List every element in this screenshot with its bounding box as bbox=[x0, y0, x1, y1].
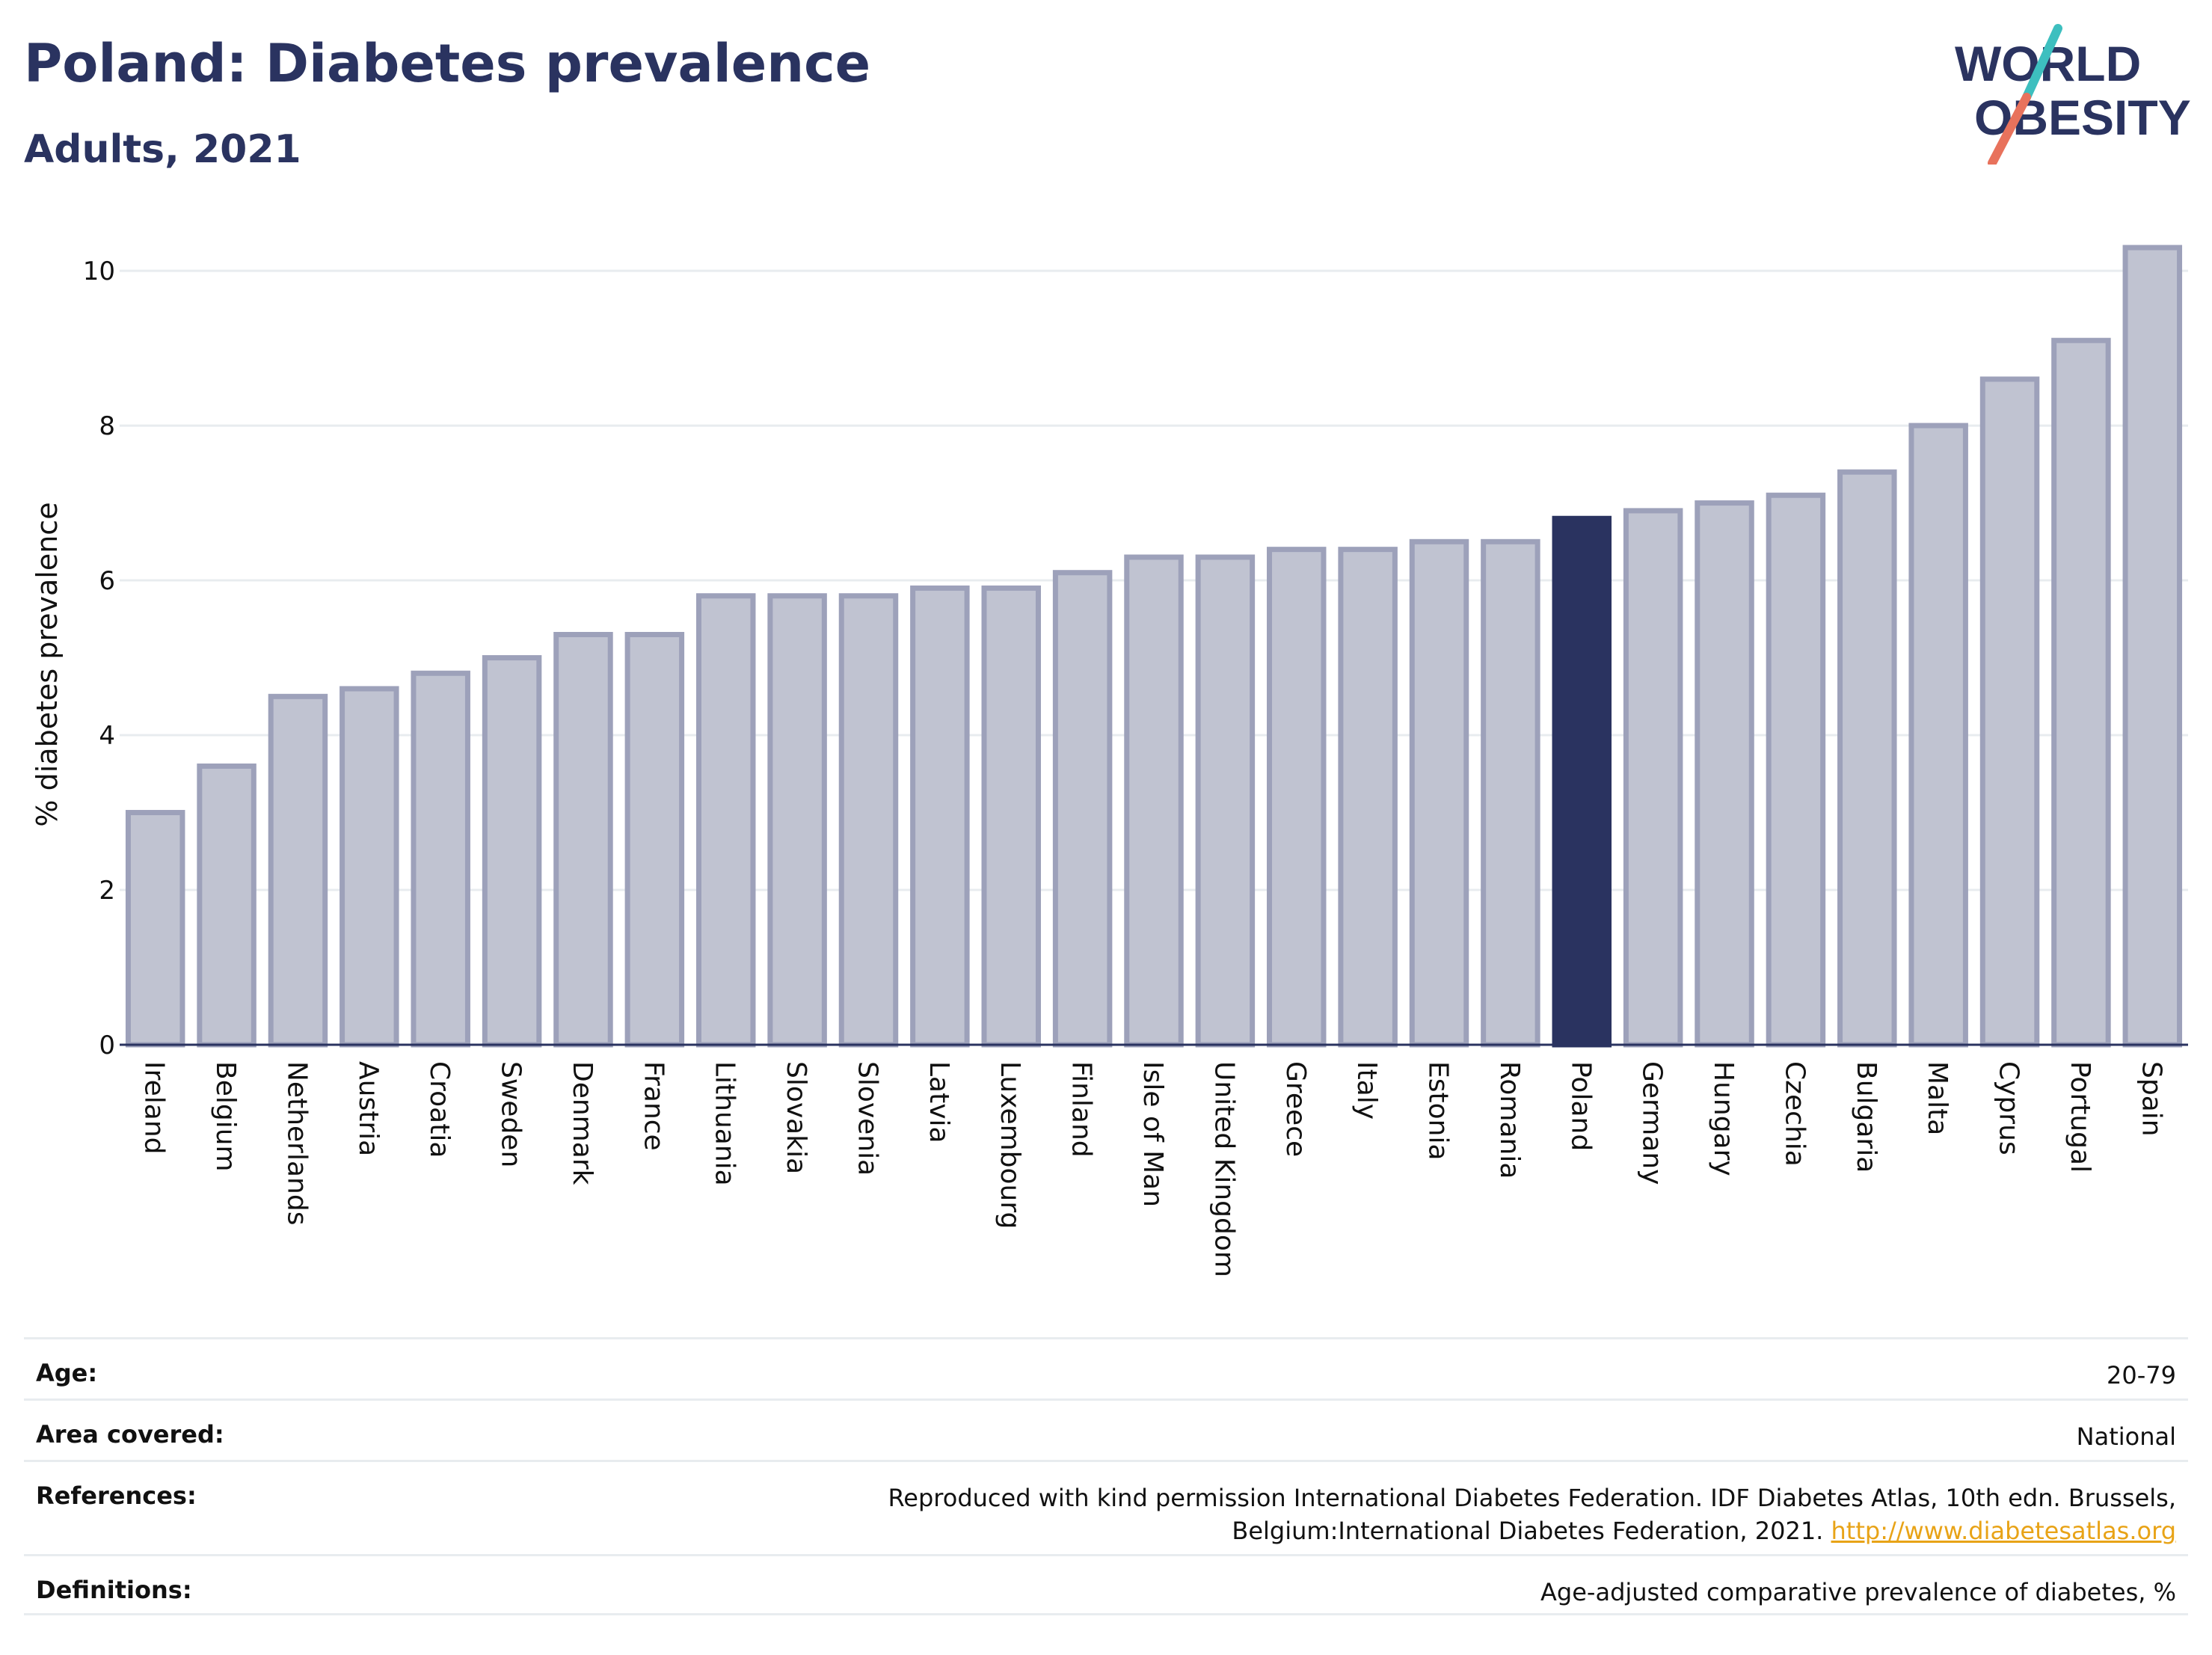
bar-cyprus bbox=[1979, 376, 2040, 1048]
bar-slovakia bbox=[767, 593, 827, 1048]
bar-ireland bbox=[125, 810, 185, 1048]
bar-poland bbox=[1552, 515, 1612, 1048]
x-tick-label: Luxembourg bbox=[995, 1061, 1025, 1229]
bar-austria bbox=[340, 686, 399, 1048]
x-tick-label: Isle of Man bbox=[1137, 1061, 1168, 1207]
chart-subtitle: Adults, 2021 bbox=[24, 127, 301, 172]
x-tick-label: Netherlands bbox=[281, 1061, 312, 1225]
bar-portugal bbox=[2051, 337, 2111, 1048]
bar-germany bbox=[1623, 508, 1683, 1048]
bar-finland bbox=[1052, 570, 1113, 1048]
bar-hungary bbox=[1695, 500, 1754, 1048]
x-tick-label: United Kingdom bbox=[1208, 1061, 1239, 1277]
definitions-value: Age-adjusted comparative prevalence of d… bbox=[1540, 1578, 2176, 1606]
bar-sweden bbox=[482, 655, 542, 1048]
world-obesity-logo: WORLD OBESITY bbox=[1955, 24, 2191, 165]
metadata-table: Age: 20-79 Area covered: National Refere… bbox=[24, 1337, 2188, 1615]
age-value: 20-79 bbox=[2107, 1361, 2176, 1390]
bar-netherlands bbox=[268, 693, 328, 1048]
bar-chart: 0 2 4 6 8 10 % diabetes prevalence Ireland Belgi… bbox=[31, 245, 2188, 1277]
references-text: Reproduced with kind permission Internat… bbox=[888, 1484, 2177, 1545]
bar-united-kingdom bbox=[1195, 554, 1256, 1048]
x-tick-label: Finland bbox=[1066, 1061, 1097, 1158]
x-tick-label: France bbox=[638, 1061, 669, 1151]
x-tick-label: Lithuania bbox=[710, 1061, 740, 1186]
x-tick-label: Bulgaria bbox=[1851, 1061, 1881, 1173]
x-tick-label: Belgium bbox=[210, 1061, 241, 1172]
x-tick-label: Ireland bbox=[139, 1061, 170, 1155]
meta-row-references: References: Reproduced with kind permiss… bbox=[24, 1460, 2188, 1554]
x-tick-label: Spain bbox=[2136, 1061, 2166, 1137]
bar-czechia bbox=[1766, 492, 1826, 1048]
meta-row-definitions: Definitions: Age-adjusted comparative pr… bbox=[24, 1554, 2188, 1615]
x-tick-label: Austria bbox=[353, 1061, 384, 1156]
bar-estonia bbox=[1409, 538, 1469, 1048]
y-tick-label: 2 bbox=[99, 876, 115, 906]
x-tick-label: Cyprus bbox=[1994, 1061, 2024, 1155]
y-tick-label: 4 bbox=[99, 721, 115, 751]
bar-isle-of-man bbox=[1124, 554, 1184, 1048]
meta-row-area: Area covered: National bbox=[24, 1398, 2188, 1460]
x-tick-label: Czechia bbox=[1779, 1061, 1810, 1167]
x-tick-label: Hungary bbox=[1708, 1061, 1739, 1176]
y-tick-label: 6 bbox=[99, 566, 115, 596]
y-tick-label: 0 bbox=[99, 1031, 115, 1060]
x-tick-label: Slovenia bbox=[852, 1061, 882, 1176]
x-tick-label: Slovakia bbox=[781, 1061, 811, 1174]
bar-lithuania bbox=[695, 593, 756, 1048]
x-tick-label: Germany bbox=[1637, 1061, 1668, 1185]
x-tick-label: Romania bbox=[1494, 1061, 1525, 1179]
bar-italy bbox=[1338, 547, 1398, 1048]
bar-latvia bbox=[910, 585, 970, 1048]
x-tick-label: Sweden bbox=[496, 1061, 526, 1167]
x-tick-label: Denmark bbox=[567, 1061, 597, 1185]
x-tick-label: Greece bbox=[1280, 1061, 1311, 1157]
chart-title: Poland: Diabetes prevalence bbox=[24, 33, 871, 94]
references-value: Reproduced with kind permission Internat… bbox=[643, 1481, 2177, 1547]
bar-belgium bbox=[197, 763, 256, 1048]
y-axis-label: % diabetes prevalence bbox=[31, 502, 64, 826]
x-tick-label: Croatia bbox=[424, 1061, 455, 1158]
definitions-label: Definitions: bbox=[36, 1576, 192, 1604]
bar-luxembourg bbox=[981, 585, 1041, 1048]
bar-romania bbox=[1481, 538, 1540, 1048]
y-tick-label: 8 bbox=[99, 411, 115, 441]
x-tick-label: Estonia bbox=[1423, 1061, 1454, 1161]
references-link[interactable]: http://www.diabetesatlas.org bbox=[1831, 1517, 2176, 1545]
bar-greece bbox=[1267, 547, 1327, 1048]
x-tick-label: Poland bbox=[1565, 1061, 1596, 1151]
age-label: Age: bbox=[36, 1359, 98, 1387]
references-label: References: bbox=[36, 1481, 197, 1510]
x-tick-label: Malta bbox=[1922, 1061, 1953, 1135]
x-tick-label: Latvia bbox=[924, 1061, 954, 1143]
meta-row-age: Age: 20-79 bbox=[24, 1337, 2188, 1398]
bar-malta bbox=[1908, 423, 1968, 1048]
x-tick-label: Italy bbox=[1351, 1061, 1382, 1120]
bar-bulgaria bbox=[1837, 469, 1897, 1048]
area-label: Area covered: bbox=[36, 1420, 224, 1449]
bar-croatia bbox=[411, 670, 470, 1048]
bar-denmark bbox=[553, 632, 613, 1048]
bar-spain bbox=[2122, 245, 2183, 1048]
x-tick-label: Portugal bbox=[2065, 1061, 2095, 1173]
area-value: National bbox=[2076, 1422, 2176, 1451]
bar-slovenia bbox=[838, 593, 899, 1048]
y-tick-label: 10 bbox=[83, 257, 115, 286]
bar-france bbox=[624, 632, 685, 1048]
